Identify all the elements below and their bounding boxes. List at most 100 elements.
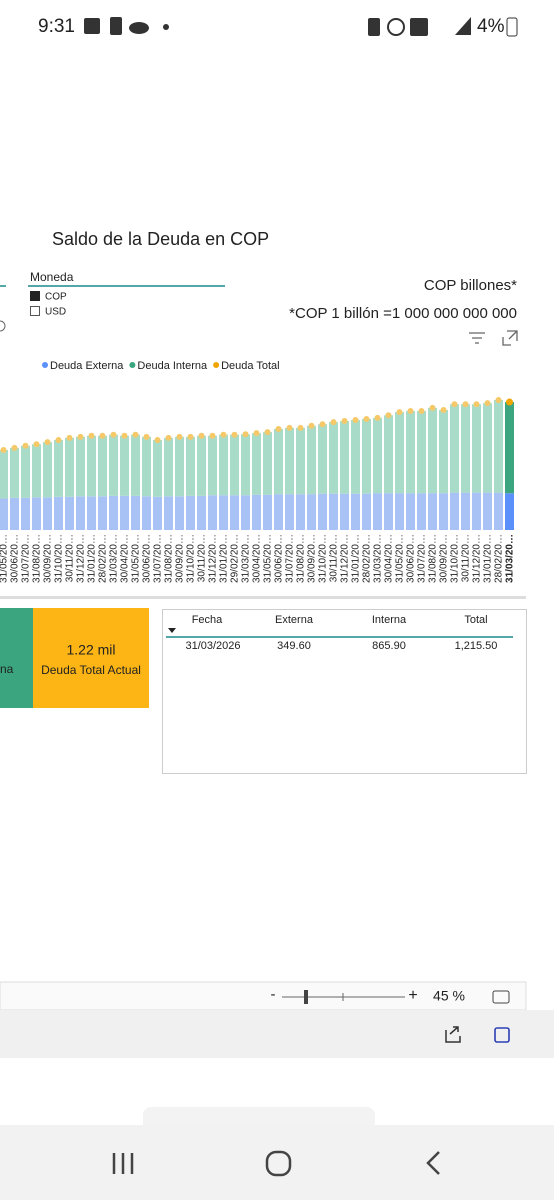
zoom-in[interactable]: + xyxy=(408,987,417,1004)
bar-segment xyxy=(494,492,503,530)
bar-segment xyxy=(219,495,228,530)
bar-segment xyxy=(120,495,129,530)
total-dot xyxy=(209,432,216,439)
legend-label: Deuda Externa xyxy=(50,360,124,372)
fit-icon[interactable] xyxy=(492,990,510,1004)
x-tick-label: 30/06/20… xyxy=(142,534,153,583)
bar-segment xyxy=(439,410,448,494)
zoom-thumb[interactable] xyxy=(304,990,308,1004)
bar-segment xyxy=(329,493,338,530)
bar-segment xyxy=(307,494,316,530)
checkbox-empty[interactable] xyxy=(30,306,40,316)
table-cell: 1,215.50 xyxy=(455,640,498,652)
bar-segment xyxy=(186,495,195,530)
bar-segment xyxy=(219,434,228,496)
x-tick-label: 31/08/20… xyxy=(296,534,307,583)
bar-segment xyxy=(230,434,239,496)
table-cell: 865.90 xyxy=(372,640,406,652)
x-tick-label: 28/02/20… xyxy=(362,534,373,583)
total-dot xyxy=(33,441,40,448)
checkbox-checked[interactable] xyxy=(30,291,40,301)
x-tick-label: 30/06/20… xyxy=(274,534,285,583)
total-dot xyxy=(110,431,117,438)
bar-segment xyxy=(395,412,404,494)
expand-icon[interactable] xyxy=(502,330,518,346)
total-dot xyxy=(264,429,271,436)
total-dot xyxy=(44,439,51,446)
x-tick-label: 28/02/20… xyxy=(98,534,109,583)
bar-segment xyxy=(164,437,173,497)
signal-icon xyxy=(455,17,471,35)
bar-segment xyxy=(164,496,173,530)
total-dot xyxy=(308,422,315,429)
report-title: Saldo de la Deuda en COP xyxy=(52,229,269,249)
share-icon[interactable] xyxy=(445,1026,461,1043)
legend-swatch xyxy=(213,362,220,368)
bar-segment xyxy=(153,496,162,530)
x-tick-label: 30/04/20… xyxy=(120,534,131,583)
bar-segment xyxy=(285,427,294,495)
bar-segment xyxy=(10,447,19,498)
battery-level: 4% xyxy=(477,16,505,37)
alarm-icon xyxy=(387,18,405,36)
x-tick-label: 31/08/20… xyxy=(32,534,43,583)
bar-segment xyxy=(307,425,316,495)
total-dot xyxy=(429,404,436,411)
filter-icon[interactable] xyxy=(469,332,485,344)
bar-segment xyxy=(450,404,459,493)
bar-segment xyxy=(505,402,514,494)
x-tick-label: 31/12/20… xyxy=(208,534,219,583)
toolbar xyxy=(0,1010,554,1058)
bar-segment xyxy=(131,434,140,496)
total-dot xyxy=(407,408,414,415)
bar-segment xyxy=(461,492,470,530)
bar-segment xyxy=(142,496,151,530)
table-header: Fecha xyxy=(192,614,223,626)
x-tick-label: 31/03/20… xyxy=(505,534,516,583)
zoom-bar xyxy=(0,981,527,1011)
bar-segment xyxy=(263,494,272,530)
x-tick-label: 28/02/20… xyxy=(494,534,505,583)
x-tick-label: 31/01/20… xyxy=(351,534,362,583)
sort-arrow[interactable] xyxy=(168,628,176,633)
zoom-out[interactable]: - xyxy=(271,986,276,1003)
table xyxy=(162,609,527,774)
bar-segment xyxy=(263,432,272,495)
x-tick-label: 31/05/20… xyxy=(131,534,142,583)
x-tick-label: 30/04/20… xyxy=(384,534,395,583)
x-tick-label: 31/07/20… xyxy=(153,534,164,583)
status-icon xyxy=(368,18,380,36)
total-dot xyxy=(187,433,194,440)
bar-segment xyxy=(120,435,129,496)
bar-segment xyxy=(373,493,382,530)
total-dot xyxy=(484,400,491,407)
dot-icon xyxy=(163,24,169,30)
legend-swatch xyxy=(129,362,136,368)
nav-bar xyxy=(0,1125,554,1200)
open-icon[interactable] xyxy=(494,1027,510,1043)
x-tick-label: 30/09/20… xyxy=(439,534,450,583)
total-dot xyxy=(451,401,458,408)
total-dot xyxy=(275,425,282,432)
total-dot xyxy=(165,434,172,441)
bar-segment xyxy=(65,496,74,530)
x-tick-label: 31/10/20… xyxy=(450,534,461,583)
total-dot xyxy=(253,430,260,437)
card xyxy=(33,608,149,708)
bar-segment xyxy=(362,493,371,530)
slicer-option[interactable]: COP xyxy=(45,292,67,303)
home-button[interactable] xyxy=(265,1150,292,1177)
recent-button[interactable] xyxy=(112,1153,134,1174)
x-tick-label: 29/02/20… xyxy=(230,534,241,583)
bar-segment xyxy=(32,497,41,530)
total-dot xyxy=(143,433,150,440)
bar-segment xyxy=(0,450,8,499)
table-header: Total xyxy=(464,614,487,626)
bar-segment xyxy=(472,404,481,493)
bar-segment xyxy=(98,496,107,530)
x-tick-label: 30/09/20… xyxy=(175,534,186,583)
total-dot xyxy=(330,419,337,426)
slicer-option[interactable]: USD xyxy=(45,307,66,318)
back-button[interactable] xyxy=(426,1151,440,1175)
